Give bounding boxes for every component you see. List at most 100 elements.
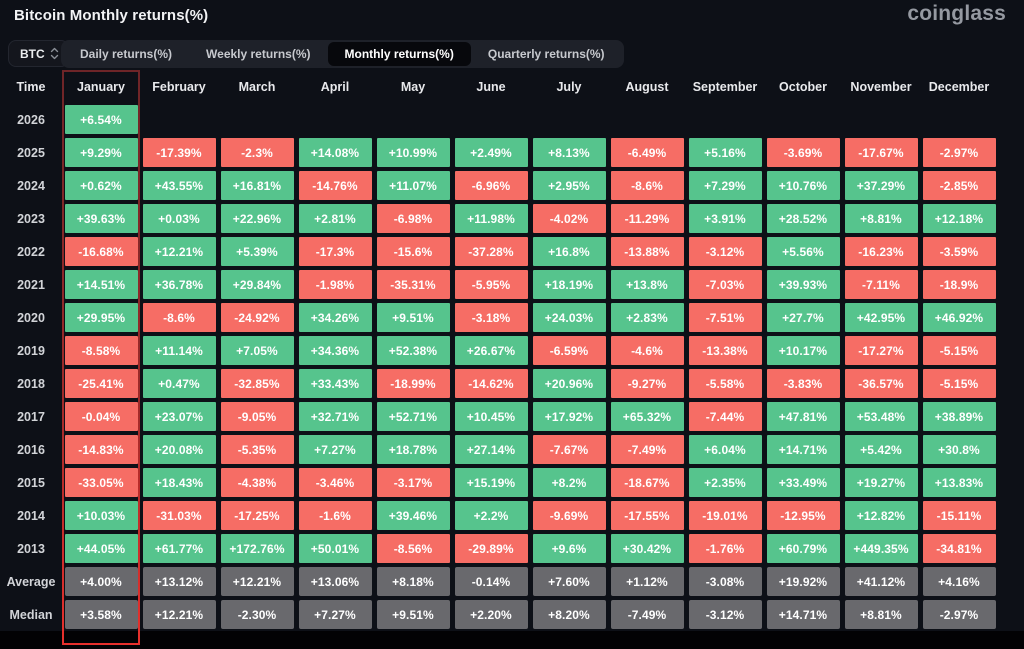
return-cell: +27.14% — [452, 433, 530, 466]
page-bottom-strip — [0, 631, 1024, 649]
column-header-january[interactable]: January — [77, 79, 125, 94]
return-cell: -3.17% — [374, 466, 452, 499]
return-cell: +33.43% — [296, 367, 374, 400]
return-cell: -13.88% — [608, 235, 686, 268]
return-cell: -29.89% — [452, 532, 530, 565]
coinglass-logo: coinglass — [907, 2, 1006, 25]
return-cell: +449.35% — [842, 532, 920, 565]
row-label-2022: 2022 — [17, 244, 45, 259]
return-cell: +14.71% — [764, 433, 842, 466]
row-label-2016: 2016 — [17, 442, 45, 457]
column-header-june[interactable]: June — [476, 79, 506, 94]
return-cell: +7.05% — [218, 334, 296, 367]
return-cell: +14.71% — [764, 598, 842, 631]
return-cell: -7.11% — [842, 268, 920, 301]
return-cell: +12.21% — [140, 598, 218, 631]
return-cell: -17.67% — [842, 136, 920, 169]
row-label-2015: 2015 — [17, 475, 45, 490]
return-cell: -6.98% — [374, 202, 452, 235]
return-cell — [218, 103, 296, 136]
column-header-may[interactable]: May — [400, 79, 426, 94]
return-cell: +50.01% — [296, 532, 374, 565]
column-header-november[interactable]: November — [850, 79, 912, 94]
column-header-august[interactable]: August — [625, 79, 669, 94]
return-cell: -17.39% — [140, 136, 218, 169]
column-header-time: Time — [16, 79, 46, 94]
return-cell: +13.83% — [920, 466, 998, 499]
column-header-october[interactable]: October — [779, 79, 827, 94]
return-cell: -3.08% — [686, 565, 764, 598]
column-header-december[interactable]: December — [928, 79, 990, 94]
return-cell: +16.81% — [218, 169, 296, 202]
tab-quarterly-returns[interactable]: Quarterly returns(%) — [471, 42, 622, 66]
return-cell: -5.15% — [920, 367, 998, 400]
return-cell: -5.58% — [686, 367, 764, 400]
return-cell: +30.8% — [920, 433, 998, 466]
return-cell: +8.13% — [530, 136, 608, 169]
return-cell: -17.3% — [296, 235, 374, 268]
return-cell: +2.49% — [452, 136, 530, 169]
return-cell — [920, 103, 998, 136]
return-cell: +2.20% — [452, 598, 530, 631]
return-cell: -3.59% — [920, 235, 998, 268]
return-cell: +1.12% — [608, 565, 686, 598]
return-cell: +9.6% — [530, 532, 608, 565]
return-cell: +5.56% — [764, 235, 842, 268]
return-cell: +52.71% — [374, 400, 452, 433]
return-cell: +2.95% — [530, 169, 608, 202]
return-cell: +37.29% — [842, 169, 920, 202]
return-cell: +24.03% — [530, 301, 608, 334]
return-cell: -6.96% — [452, 169, 530, 202]
return-cell: -3.69% — [764, 136, 842, 169]
return-cell: -3.46% — [296, 466, 374, 499]
return-cell: +0.03% — [140, 202, 218, 235]
return-cell: +33.49% — [764, 466, 842, 499]
column-header-september[interactable]: September — [692, 79, 758, 94]
row-label-average: Average — [6, 574, 56, 589]
return-cell: +53.48% — [842, 400, 920, 433]
return-cell: +10.76% — [764, 169, 842, 202]
return-cell: -2.97% — [920, 598, 998, 631]
return-cell: -14.83% — [62, 433, 140, 466]
return-cell: +19.27% — [842, 466, 920, 499]
return-cell: +8.81% — [842, 598, 920, 631]
return-cell: +11.14% — [140, 334, 218, 367]
column-header-july[interactable]: July — [556, 79, 582, 94]
return-cell: +13.8% — [608, 268, 686, 301]
column-header-april[interactable]: April — [320, 79, 350, 94]
page-header: Bitcoin Monthly returns(%) coinglass — [0, 0, 1024, 36]
return-cell: +18.43% — [140, 466, 218, 499]
return-cell — [374, 103, 452, 136]
return-cell: -17.25% — [218, 499, 296, 532]
page-title: Bitcoin Monthly returns(%) — [14, 7, 209, 24]
return-cell: -0.04% — [62, 400, 140, 433]
column-header-february[interactable]: February — [152, 79, 206, 94]
return-cell: +46.92% — [920, 301, 998, 334]
return-cell: -33.05% — [62, 466, 140, 499]
return-cell: +4.16% — [920, 565, 998, 598]
return-cell: -7.49% — [608, 433, 686, 466]
return-cell: -37.28% — [452, 235, 530, 268]
return-cell: +39.93% — [764, 268, 842, 301]
up-down-chevrons-icon — [50, 47, 59, 60]
row-label-2023: 2023 — [17, 211, 45, 226]
return-cell: +27.7% — [764, 301, 842, 334]
return-cell: -2.97% — [920, 136, 998, 169]
return-cell: -2.3% — [218, 136, 296, 169]
row-label-2021: 2021 — [17, 277, 45, 292]
return-cell: +12.82% — [842, 499, 920, 532]
return-cell: +34.26% — [296, 301, 374, 334]
return-cell: -8.58% — [62, 334, 140, 367]
column-header-march[interactable]: March — [238, 79, 276, 94]
tab-daily-returns[interactable]: Daily returns(%) — [63, 42, 189, 66]
tab-weekly-returns[interactable]: Weekly returns(%) — [189, 42, 327, 66]
tab-monthly-returns[interactable]: Monthly returns(%) — [327, 42, 471, 66]
row-label-2017: 2017 — [17, 409, 45, 424]
return-cell: -14.62% — [452, 367, 530, 400]
return-cell: +61.77% — [140, 532, 218, 565]
symbol-select[interactable]: BTC — [8, 40, 69, 67]
return-cell: -5.95% — [452, 268, 530, 301]
return-cell: -9.27% — [608, 367, 686, 400]
return-cell: -9.69% — [530, 499, 608, 532]
return-cell: +12.18% — [920, 202, 998, 235]
